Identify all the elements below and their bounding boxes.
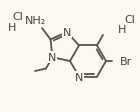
Text: Cl: Cl (125, 15, 135, 25)
Text: N: N (48, 53, 57, 63)
Text: Br: Br (120, 56, 132, 66)
Text: N: N (63, 28, 71, 38)
Text: Cl: Cl (13, 12, 23, 22)
Text: H: H (118, 25, 126, 35)
Text: NH₂: NH₂ (24, 16, 46, 26)
Text: H: H (8, 23, 16, 33)
Text: N: N (75, 72, 83, 82)
